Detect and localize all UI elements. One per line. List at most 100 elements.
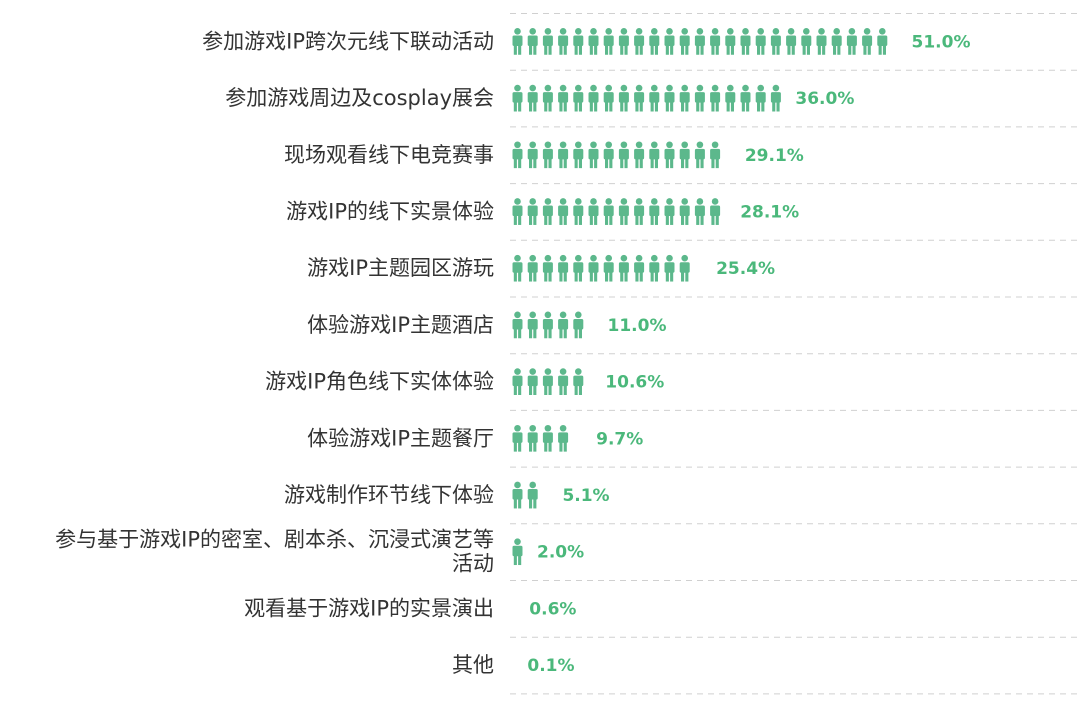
- category-label: 其他: [452, 653, 494, 677]
- person-icon: [679, 28, 690, 55]
- person-icon: [710, 84, 721, 112]
- person-icon: [603, 84, 614, 112]
- person-icon: [573, 311, 584, 339]
- person-icon: [634, 254, 645, 282]
- person-icon: [512, 28, 523, 55]
- person-icon: [634, 198, 645, 225]
- person-icon: [512, 84, 523, 112]
- person-icon: [862, 28, 873, 55]
- person-icon: [649, 84, 660, 112]
- person-icon: [618, 28, 629, 55]
- person-icon: [740, 28, 751, 55]
- person-icon: [573, 84, 584, 112]
- person-icon: [634, 28, 645, 55]
- category-label: 体验游戏IP主题餐厅: [307, 426, 494, 450]
- person-icon: [846, 28, 857, 55]
- pictogram-bar: [512, 198, 727, 225]
- partial-person-icon: [725, 141, 731, 169]
- person-icon: [786, 28, 797, 55]
- person-icon: [527, 481, 538, 509]
- category-label: 参加游戏IP跨次元线下联动活动: [202, 29, 494, 53]
- person-icon: [573, 141, 584, 169]
- pictogram-bar: [512, 141, 731, 169]
- partial-person-icon: [694, 254, 703, 282]
- value-label: 51.0%: [912, 32, 971, 52]
- person-icon: [664, 254, 675, 282]
- person-icon: [512, 424, 523, 452]
- pictogram-bar: [512, 481, 549, 509]
- partial-person-icon: [512, 651, 514, 679]
- person-icon: [512, 254, 523, 282]
- value-label: 10.6%: [605, 373, 664, 393]
- pictogram-bar: [512, 84, 781, 112]
- category-label: 游戏IP主题园区游玩: [307, 256, 494, 280]
- value-label: 0.6%: [529, 599, 576, 619]
- person-icon: [877, 28, 888, 55]
- person-icon: [618, 198, 629, 225]
- category-label: 活动: [452, 552, 494, 576]
- category-label: 观看基于游戏IP的实景演出: [244, 596, 494, 620]
- pictogram-bar: [512, 595, 516, 622]
- person-icon: [527, 368, 538, 396]
- person-icon: [558, 141, 569, 169]
- value-label: 28.1%: [740, 202, 799, 222]
- person-icon: [573, 198, 584, 225]
- person-icon: [527, 254, 538, 282]
- person-icon: [558, 28, 569, 55]
- person-icon: [588, 141, 599, 169]
- value-label: 25.4%: [716, 259, 775, 279]
- person-icon: [512, 198, 523, 225]
- person-icon: [649, 141, 660, 169]
- person-icon: [694, 141, 705, 169]
- category-label: 参加游戏周边及cosplay展会: [225, 86, 494, 110]
- partial-person-icon: [542, 481, 549, 509]
- person-icon: [679, 198, 690, 225]
- value-label: 0.1%: [527, 656, 574, 676]
- value-label: 29.1%: [745, 146, 804, 166]
- partial-person-icon: [892, 28, 898, 55]
- person-icon: [588, 198, 599, 225]
- person-icon: [603, 28, 614, 55]
- person-icon: [725, 28, 736, 55]
- person-icon: [694, 84, 705, 112]
- person-icon: [527, 198, 538, 225]
- person-icon: [694, 28, 705, 55]
- person-icon: [679, 254, 690, 282]
- person-icon: [649, 254, 660, 282]
- partial-person-icon: [573, 424, 583, 452]
- value-label: 5.1%: [562, 486, 609, 506]
- pictogram-bar: [512, 254, 703, 282]
- pictogram-bar: [512, 424, 583, 452]
- person-icon: [634, 84, 645, 112]
- person-icon: [649, 198, 660, 225]
- person-icon: [831, 28, 842, 55]
- person-icon: [542, 28, 553, 55]
- person-icon: [542, 368, 553, 396]
- value-labels: 51.0% 36.0% 29.1% 28.1% 25.4% 11.0% 10.6% 9.7% 5…: [527, 32, 970, 676]
- pictogram-bar: [512, 28, 898, 55]
- person-icon: [649, 28, 660, 55]
- person-icon: [512, 141, 523, 169]
- person-icon: [588, 28, 599, 55]
- person-icon: [679, 84, 690, 112]
- person-icon: [588, 84, 599, 112]
- partial-person-icon: [588, 368, 592, 396]
- category-label: 参与基于游戏IP的密室、剧本杀、沉浸式演艺等: [55, 528, 494, 552]
- category-label: 游戏IP角色线下实体体验: [265, 370, 494, 394]
- person-icon: [770, 28, 781, 55]
- person-icon: [573, 28, 584, 55]
- person-icon: [664, 198, 675, 225]
- person-icon: [512, 538, 523, 566]
- person-icon: [573, 368, 584, 396]
- person-icon: [573, 254, 584, 282]
- person-icon: [527, 424, 538, 452]
- pictogram-bar: [512, 538, 523, 566]
- gridlines: [510, 13, 1080, 695]
- person-icon: [694, 198, 705, 225]
- partial-person-icon: [512, 595, 516, 622]
- person-icon: [527, 84, 538, 112]
- person-icon: [770, 84, 781, 112]
- person-icon: [542, 141, 553, 169]
- person-icon: [816, 28, 827, 55]
- person-icon: [558, 311, 569, 339]
